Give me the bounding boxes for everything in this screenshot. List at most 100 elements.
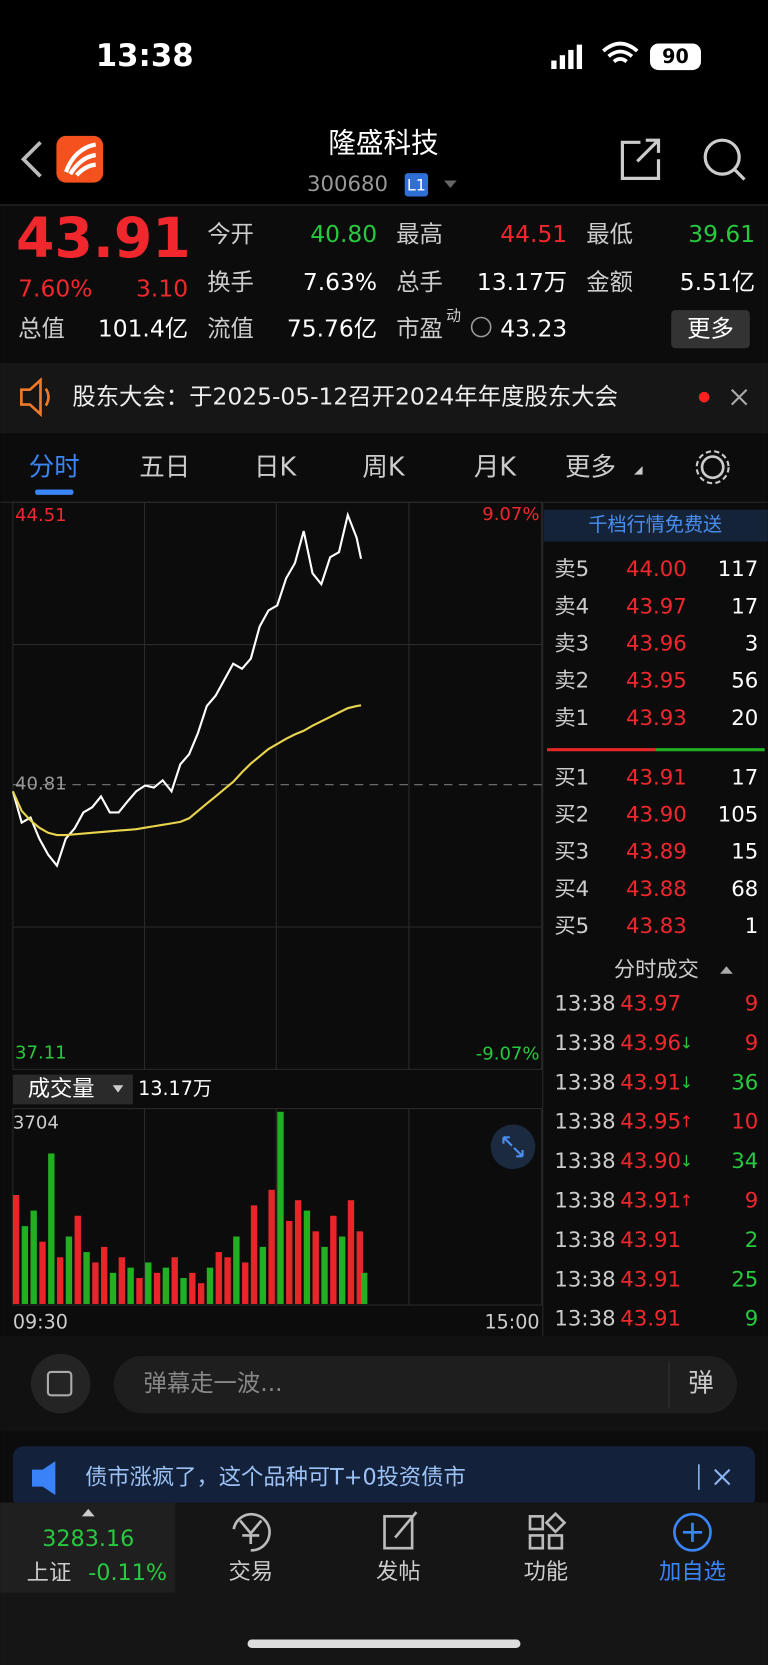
settings-button[interactable] [700, 455, 725, 480]
y-tick-label: 37.11 [15, 1042, 67, 1063]
volume-bar [162, 1267, 170, 1304]
nav-item[interactable]: 发帖 [376, 1559, 421, 1585]
trade-time: 13:38 [554, 1070, 615, 1095]
trade-time: 13:38 [554, 992, 615, 1017]
volume-bar [294, 1200, 302, 1304]
chart-tab[interactable]: 分时 [29, 452, 80, 482]
book-volume: 117 [718, 557, 759, 582]
volume-bar [250, 1205, 258, 1304]
chart-tab[interactable]: 日K [254, 452, 297, 482]
book-price: 43.88 [626, 877, 687, 902]
field-superscript: 动 [446, 306, 461, 324]
volume-bar [118, 1257, 126, 1304]
chart-tab[interactable]: 五日 [139, 452, 190, 482]
trade-time: 13:38 [554, 1307, 615, 1332]
volume-bar [233, 1236, 240, 1304]
book-price: 43.97 [626, 594, 687, 619]
x-tick-label: 15:00 [484, 1311, 539, 1334]
y-tick-label: 44.51 [15, 505, 67, 526]
last-price: 43.91 [16, 207, 191, 271]
book-price: 43.95 [626, 669, 687, 694]
volume-bar [277, 1111, 284, 1304]
x-tick-label: 09:30 [13, 1311, 68, 1334]
field-label: 市盈 [396, 315, 443, 343]
field-value: 75.76亿 [287, 315, 377, 343]
back-button[interactable] [20, 140, 42, 178]
chart-tab[interactable]: 更多 [565, 452, 616, 482]
comment-placeholder[interactable]: 弹幕走一波... [143, 1369, 282, 1397]
nav-icons [232, 1511, 712, 1552]
trade-direction: ↑ [680, 1112, 693, 1131]
chart-tab[interactable]: 月K [474, 452, 517, 482]
volume-bar [321, 1246, 328, 1304]
tab-underline [35, 489, 74, 495]
close-notice[interactable] [731, 388, 748, 406]
close-banner[interactable] [714, 1468, 731, 1486]
volume-bar [356, 1231, 363, 1304]
trade-volume: 34 [731, 1149, 758, 1174]
book-price: 43.89 [626, 840, 687, 865]
banner-text[interactable]: 债市涨疯了，这个品种可T+0投资债市 [85, 1465, 466, 1491]
field-label: 总值 [18, 315, 65, 343]
trades-title[interactable]: 分时成交 [614, 958, 699, 983]
field-label: 换手 [207, 268, 254, 296]
level-label: L1 [407, 175, 426, 194]
dropdown-icon[interactable] [443, 180, 457, 188]
field-label: 总手 [396, 268, 443, 296]
trade-price: 43.91 [620, 1307, 681, 1332]
volume-bar [224, 1257, 231, 1304]
volume-selector[interactable] [12, 1074, 133, 1105]
volume-bar [127, 1267, 134, 1304]
index-value: 3283.16 [42, 1526, 134, 1552]
more-button[interactable] [671, 310, 750, 349]
book-volume: 17 [731, 594, 758, 619]
volume-title[interactable]: 成交量 [28, 1076, 95, 1102]
chart-tab[interactable]: 周K [362, 452, 405, 482]
banner[interactable] [12, 1446, 756, 1508]
volume-bar [361, 1272, 368, 1304]
volume-bar [56, 1257, 64, 1304]
comment-settings[interactable] [30, 1353, 91, 1414]
stock-name: 隆盛科技 [328, 126, 438, 159]
share-button[interactable] [620, 138, 661, 180]
sort-icon[interactable] [720, 966, 733, 974]
promo-bar[interactable] [543, 509, 768, 542]
book-label: 买4 [554, 877, 589, 902]
volume-bar [347, 1200, 355, 1304]
notice-dot [698, 391, 710, 403]
volume-bar [48, 1153, 55, 1304]
volume-bar [312, 1231, 319, 1304]
volume-bar [136, 1278, 143, 1304]
battery-icon [649, 43, 701, 71]
trade-volume: 9 [745, 992, 759, 1017]
nav-item[interactable]: 交易 [228, 1559, 273, 1585]
book-volume: 68 [731, 877, 758, 902]
comment-input[interactable] [113, 1355, 738, 1414]
trade-price: 43.91 [620, 1188, 681, 1213]
index-cell[interactable] [0, 1502, 176, 1593]
field-label: 最高 [396, 220, 443, 248]
danmaku-button[interactable]: 弹 [688, 1369, 713, 1399]
nav-item[interactable]: 功能 [524, 1559, 569, 1585]
book-volume: 105 [718, 803, 759, 828]
nav-item[interactable]: 加自选 [659, 1559, 726, 1585]
notice-bar [0, 363, 768, 434]
search-button[interactable] [703, 138, 746, 181]
volume-bar [338, 1236, 346, 1304]
y2-tick-label: -9.07% [476, 1043, 540, 1064]
info-icon[interactable] [470, 316, 492, 338]
expand-button[interactable] [490, 1124, 536, 1170]
top-area [0, 0, 768, 205]
promo-text[interactable]: 千档行情免费送 [588, 513, 722, 536]
trade-time: 13:38 [554, 1110, 615, 1135]
trade-direction: ↓ [680, 1033, 693, 1052]
index-change: -0.11% [88, 1560, 167, 1586]
more-button-label[interactable]: 更多 [687, 315, 734, 343]
notice-text[interactable]: 股东大会：于2025-05-12召开2024年年度股东大会 [72, 383, 618, 411]
trade-volume: 9 [745, 1188, 759, 1213]
home-indicator [247, 1639, 521, 1649]
trade-time: 13:38 [554, 1031, 615, 1056]
trade-direction: ↓ [680, 1073, 693, 1092]
volume-bar [30, 1210, 37, 1304]
